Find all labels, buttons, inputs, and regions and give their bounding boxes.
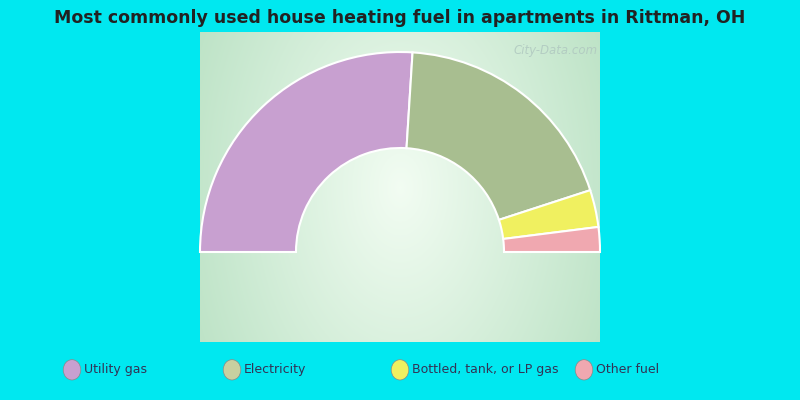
Wedge shape	[499, 190, 598, 239]
Text: Other fuel: Other fuel	[596, 363, 659, 376]
Ellipse shape	[63, 360, 81, 380]
Ellipse shape	[575, 360, 593, 380]
Text: City-Data.com: City-Data.com	[514, 44, 598, 58]
Text: Most commonly used house heating fuel in apartments in Rittman, OH: Most commonly used house heating fuel in…	[54, 9, 746, 26]
Text: Utility gas: Utility gas	[84, 363, 147, 376]
Wedge shape	[406, 52, 590, 220]
Wedge shape	[200, 52, 413, 252]
Text: Electricity: Electricity	[244, 363, 306, 376]
Ellipse shape	[391, 360, 409, 380]
Ellipse shape	[223, 360, 241, 380]
Wedge shape	[503, 227, 600, 252]
Text: Bottled, tank, or LP gas: Bottled, tank, or LP gas	[412, 363, 558, 376]
